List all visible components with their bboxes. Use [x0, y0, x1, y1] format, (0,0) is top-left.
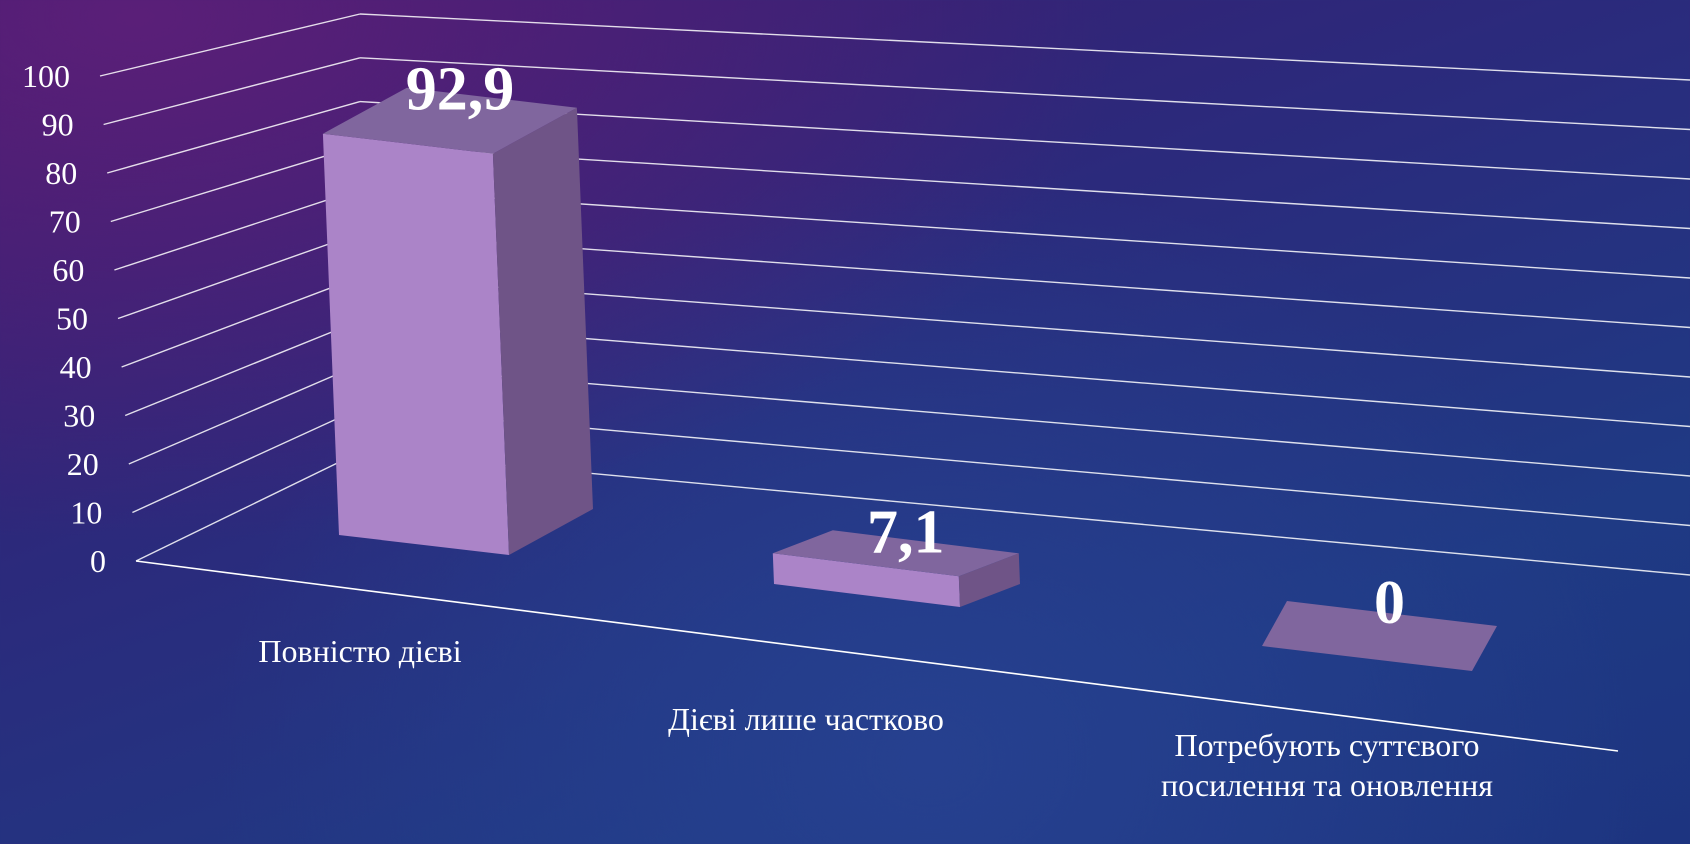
bar-front-face — [772, 553, 960, 607]
bar-top-face — [772, 530, 1019, 577]
data-label: 92,9 — [406, 56, 515, 124]
axes — [135, 560, 1619, 752]
y-tick-label: 50 — [56, 301, 88, 337]
x-category-label: Потребують суттєвого посилення та оновлен… — [1161, 727, 1493, 803]
gridline — [110, 144, 1690, 230]
y-axis-tick-labels: 0 10 20 30 40 50 60 70 80 90 100 — [22, 58, 106, 579]
x-axis-category-labels: Повністю дієві Дієві лише частково Потребу… — [258, 633, 1493, 803]
y-tick-label: 20 — [67, 446, 99, 482]
bar — [1262, 601, 1497, 671]
y-tick-label: 100 — [22, 58, 70, 94]
gridline — [99, 13, 1690, 81]
bars — [322, 87, 1497, 671]
data-label: 0 — [1374, 569, 1405, 637]
bar-top-face — [1262, 601, 1497, 671]
y-tick-label: 40 — [60, 349, 92, 385]
x-category-label: Дієві лише частково — [668, 701, 944, 737]
y-tick-label: 0 — [90, 543, 106, 579]
y-tick-label: 10 — [70, 495, 102, 531]
gridline — [114, 188, 1690, 279]
y-tick-label: 60 — [52, 252, 84, 288]
bar-front-face — [322, 133, 509, 555]
bar — [322, 87, 593, 555]
data-label: 7,1 — [867, 498, 945, 566]
gridline — [107, 100, 1690, 180]
bar-side-face — [958, 553, 1020, 607]
x-axis-line — [135, 560, 1619, 752]
data-labels: 92,9 7,1 0 — [406, 56, 1405, 637]
y-tick-label: 70 — [49, 204, 81, 240]
y-tick-label: 90 — [42, 107, 74, 143]
y-tick-label: 80 — [45, 155, 77, 191]
bar-top-face — [322, 87, 577, 154]
y-tick-label: 30 — [63, 398, 95, 434]
gridline — [103, 57, 1690, 131]
bar-side-face — [492, 107, 593, 555]
bar — [772, 530, 1020, 607]
x-category-label: Повністю дієві — [258, 633, 461, 669]
